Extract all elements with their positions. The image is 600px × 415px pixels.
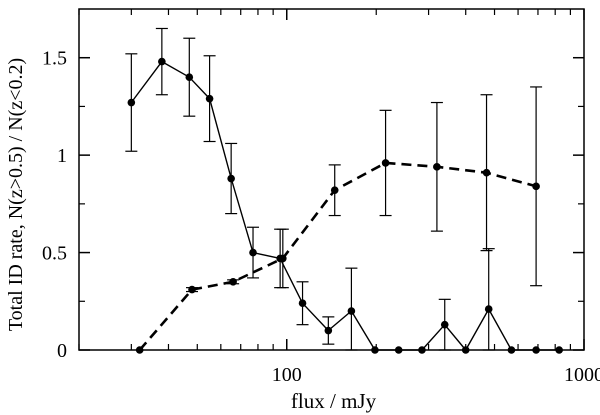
data-points [127, 57, 563, 354]
data-point [484, 305, 493, 313]
data-point [229, 278, 237, 286]
data-point [433, 163, 441, 171]
y-tick-label: 1 [57, 145, 67, 167]
data-point [381, 159, 390, 167]
x-axis-title: flux / mJy [291, 389, 377, 413]
data-point [347, 307, 356, 315]
axis-ticks [78, 9, 585, 351]
tick-labels: 100 1000 0 0.5 1 1.5 [42, 48, 600, 386]
x-tick-label: 1000 [564, 364, 600, 386]
y-tick-label: 0.5 [42, 243, 67, 265]
y-axis-title: Total ID rate, N(z>0.5) / N(z<0.2) [5, 58, 27, 331]
data-point [440, 320, 449, 329]
data-point [249, 248, 257, 257]
data-point [127, 98, 136, 107]
series-line-0 [130, 60, 560, 351]
data-point [482, 168, 491, 177]
plot-frame [78, 8, 585, 351]
y-tick-label: 0 [57, 340, 67, 362]
data-point [185, 73, 194, 81]
series-lines [130, 60, 560, 351]
data-point [188, 285, 196, 294]
data-point [205, 94, 214, 103]
data-point [330, 186, 339, 195]
data-point [227, 174, 235, 183]
data-point [298, 299, 307, 308]
data-point [158, 57, 166, 66]
data-point [279, 254, 287, 263]
x-tick-label: 100 [272, 364, 302, 386]
data-point [324, 326, 333, 335]
data-point [532, 182, 540, 191]
y-tick-label: 1.5 [42, 48, 67, 70]
